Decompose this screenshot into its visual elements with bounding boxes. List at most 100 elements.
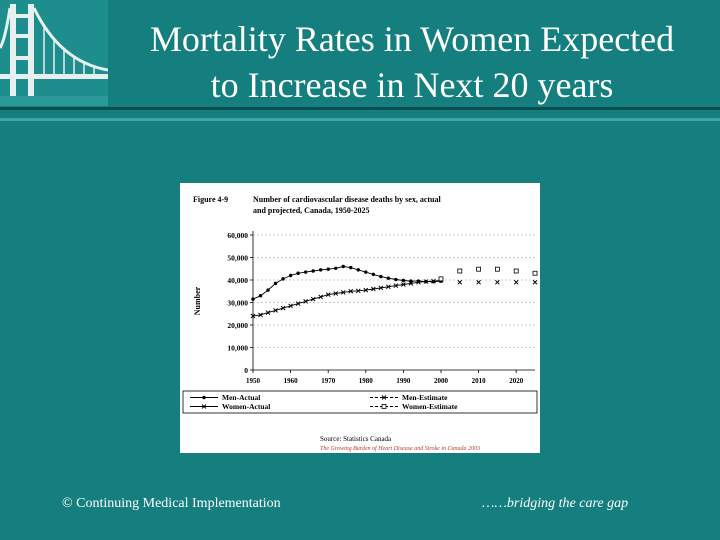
y-tick-label: 50,000 — [227, 254, 248, 263]
data-point-women-estimate — [532, 270, 538, 276]
data-point-men-actual — [311, 269, 315, 273]
chart-figure: Figure 4-9 Number of cardiovascular dise… — [180, 183, 540, 453]
data-point-women-estimate — [513, 268, 519, 274]
data-point-men-actual — [394, 277, 398, 282]
legend-marker-women-actual — [201, 404, 207, 409]
chart-legend — [182, 390, 538, 414]
data-point-women-actual — [303, 299, 308, 304]
data-point-men-actual — [349, 265, 353, 270]
data-point-women-actual — [386, 284, 391, 290]
chart-axes: 0 10,000 20,000 30,000 40,000 50,000 60,000 195… — [227, 231, 535, 385]
data-point-women-actual — [325, 292, 331, 297]
data-point-women-actual — [431, 278, 436, 284]
data-point-men-actual — [303, 270, 308, 274]
chart-ylabel: Number — [193, 286, 202, 315]
chart-title-line2: and projected, Canada, 1950-2025 — [253, 206, 370, 215]
data-point-women-actual — [408, 281, 414, 286]
data-point-women-actual — [318, 294, 323, 300]
data-point-women-actual — [310, 296, 316, 302]
data-point-women-estimate — [438, 276, 444, 282]
data-point-women-actual — [280, 305, 286, 311]
data-point-men-actual — [379, 274, 383, 279]
data-point-women-actual — [250, 313, 256, 319]
data-point-men-actual — [341, 264, 345, 269]
series-men-estimate — [457, 279, 538, 285]
data-point-men-actual — [251, 297, 255, 301]
data-point-men-estimate — [513, 279, 519, 285]
data-point-women-estimate — [457, 268, 463, 274]
data-point-men-actual — [386, 276, 391, 280]
y-tick-label: 10,000 — [227, 344, 248, 353]
logo — [0, 0, 109, 106]
legend-label-women-actual: Women-Actual — [222, 402, 270, 411]
x-tick-label: 1960 — [284, 377, 299, 385]
x-tick-label: 2020 — [509, 377, 524, 385]
data-point-men-actual — [318, 268, 323, 272]
data-point-men-actual — [401, 278, 406, 283]
series-women-estimate — [438, 266, 538, 282]
legend-label-men-estimate: Men-Estimate — [402, 393, 448, 402]
data-point-men-actual — [356, 268, 360, 272]
series-men-actual — [251, 264, 443, 301]
title-divider-dark — [0, 107, 720, 110]
data-point-women-actual — [348, 288, 354, 294]
chart-citation: The Growing Burden of Heart Disease and … — [320, 445, 480, 452]
slide-title: Mortality Rates in Women Expected to Inc… — [110, 16, 714, 108]
data-point-men-estimate — [532, 279, 538, 285]
y-tick-label: 40,000 — [227, 276, 248, 285]
data-point-men-actual — [273, 281, 278, 286]
x-tick-label: 1950 — [246, 377, 261, 385]
data-point-men-actual — [296, 271, 300, 275]
footer-copyright: © Continuing Medical Implementation — [62, 496, 281, 511]
data-point-men-estimate — [457, 279, 463, 285]
x-tick-label: 1970 — [321, 377, 336, 385]
data-point-women-actual — [393, 283, 399, 288]
title-divider-light — [0, 118, 720, 121]
slide-title-line1: Mortality Rates in Women Expected — [149, 19, 675, 59]
data-point-men-estimate — [476, 279, 481, 285]
data-point-women-actual — [265, 310, 271, 315]
data-point-women-actual — [363, 287, 369, 293]
data-point-men-actual — [326, 267, 330, 271]
x-tick-label: 2010 — [472, 377, 487, 385]
data-point-men-actual — [288, 273, 293, 278]
x-tick-label: 1990 — [396, 377, 411, 385]
chart: Figure 4-9 Number of cardiovascular dise… — [182, 195, 538, 452]
legend-marker-women-estimate — [381, 404, 387, 409]
data-point-women-actual — [295, 301, 301, 306]
legend-label-men-actual: Men-Actual — [222, 393, 260, 402]
chart-source: Source: Statistics Canada — [320, 435, 392, 443]
data-point-women-actual — [423, 279, 429, 284]
data-point-men-actual — [334, 266, 338, 270]
y-tick-label: 30,000 — [227, 299, 248, 308]
y-tick-label: 60,000 — [227, 231, 248, 240]
data-point-men-estimate — [495, 279, 500, 285]
chart-marks — [250, 264, 538, 319]
data-point-women-actual — [340, 290, 346, 295]
legend-label-women-estimate: Women-Estimate — [402, 402, 458, 411]
data-point-women-actual — [273, 308, 278, 313]
data-point-women-actual — [371, 286, 376, 292]
data-point-women-estimate — [494, 266, 500, 272]
data-point-women-actual — [258, 312, 263, 318]
data-point-women-actual — [401, 282, 406, 287]
chart-figure-label: Figure 4-9 — [193, 195, 228, 204]
data-point-women-actual — [288, 303, 293, 309]
series-women-actual — [250, 278, 444, 319]
chart-title-line1: Number of cardiovascular disease deaths … — [253, 195, 441, 204]
legend-marker-men-estimate — [381, 395, 387, 400]
y-tick-label: 0 — [244, 366, 248, 375]
data-point-women-actual — [378, 285, 384, 291]
data-point-men-actual — [266, 288, 270, 292]
data-point-men-actual — [258, 294, 263, 298]
slide-title-line2: to Increase in Next 20 years — [210, 65, 614, 105]
data-point-men-actual — [364, 270, 368, 274]
x-tick-label: 2000 — [434, 377, 449, 385]
data-point-women-actual — [333, 291, 339, 296]
data-point-women-estimate — [476, 266, 482, 272]
y-tick-label: 20,000 — [227, 321, 248, 330]
data-point-men-actual — [371, 272, 376, 277]
footer-tagline: ……bridging the care gap — [482, 496, 629, 511]
data-point-women-actual — [416, 279, 421, 285]
